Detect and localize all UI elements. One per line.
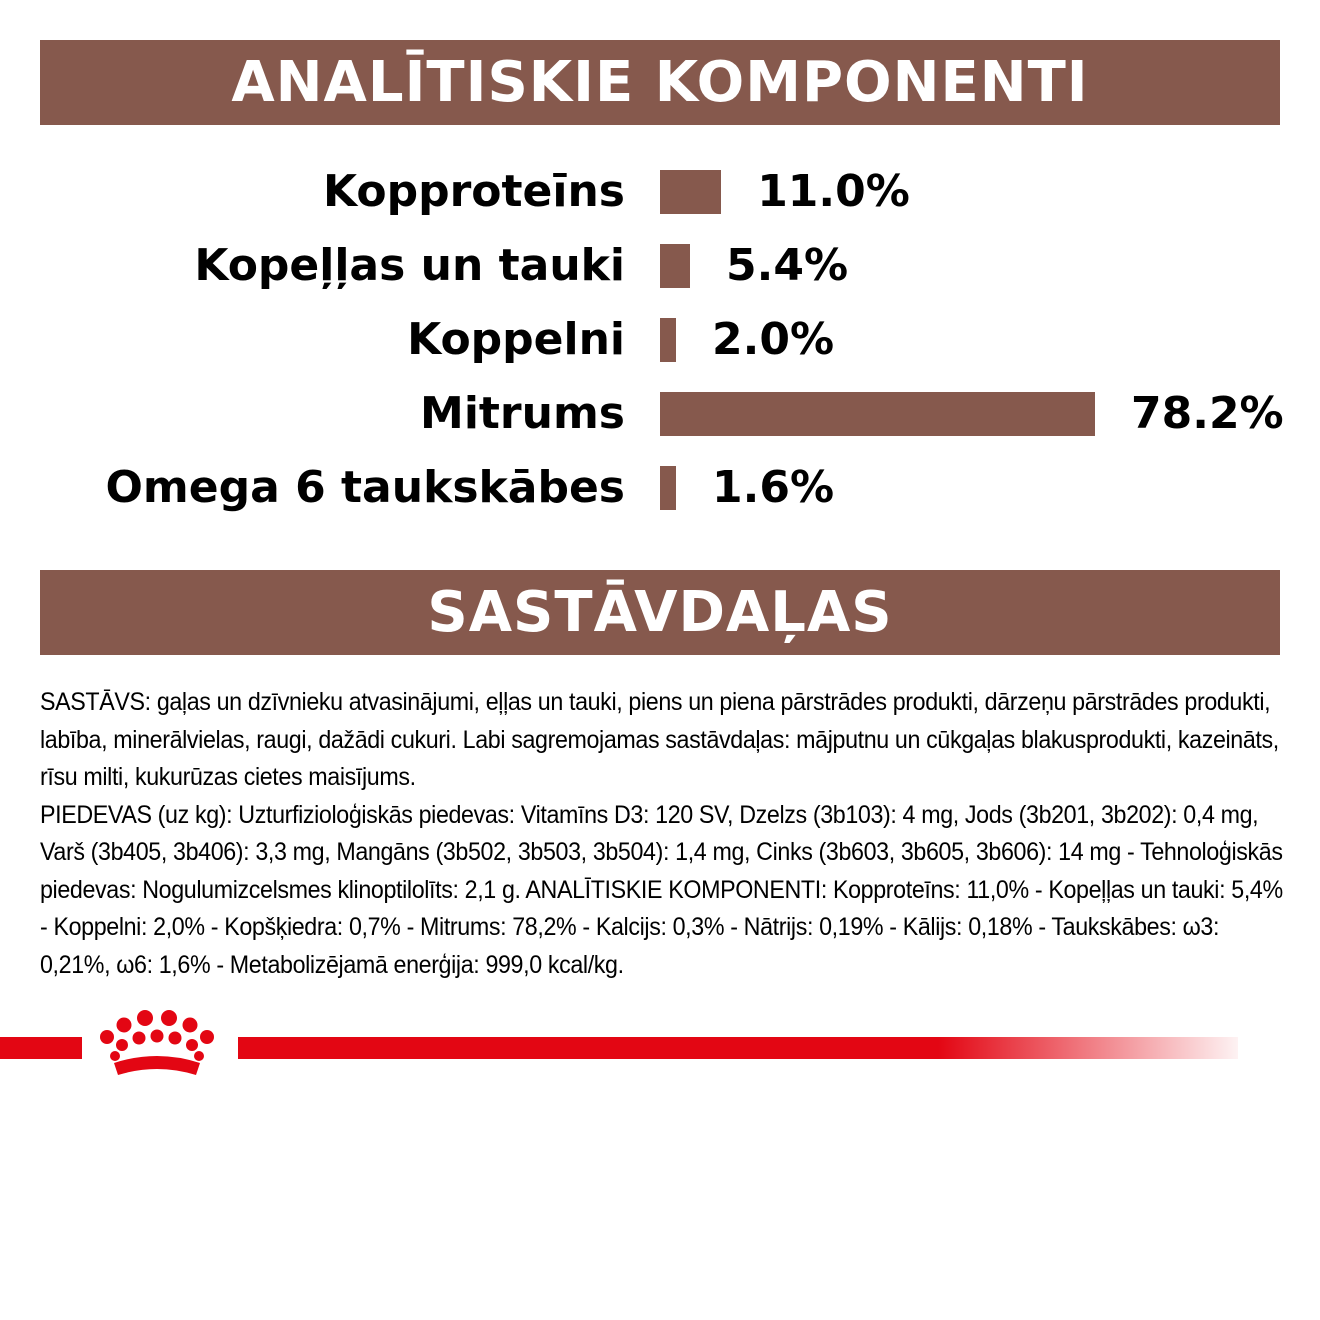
- analytical-components-chart: Kopproteīns 11.0% Kopeļļas un tauki 5.4% Kop…: [0, 150, 1320, 530]
- ingredients-title: SASTĀVDAĻAS: [427, 580, 893, 645]
- ingredients-banner: SASTĀVDAĻAS: [40, 570, 1280, 655]
- bar: [660, 170, 722, 214]
- bar-label: Omega 6 taukskābes: [105, 462, 625, 513]
- brand-footer: [0, 1005, 1320, 1105]
- analytical-components-title: ANALĪTISKIE KOMPONENTI: [231, 50, 1089, 115]
- crown-icon: [100, 1010, 214, 1075]
- bar-label: Kopproteīns: [323, 166, 625, 217]
- bar-value-label: 5.4%: [726, 240, 849, 291]
- bar: [660, 392, 1095, 436]
- analytical-components-banner: ANALĪTISKIE KOMPONENTI: [40, 40, 1280, 125]
- brand-line-right: [238, 1037, 1238, 1059]
- bar: [660, 466, 676, 510]
- bar-label: Mitrums: [420, 388, 625, 439]
- bar-value-label: 2.0%: [712, 314, 835, 365]
- composition-paragraph: SASTĀVS: gaļas un dzīvnieku atvasinājumi…: [40, 688, 1279, 791]
- bar-label: Kopeļļas un tauki: [194, 240, 625, 291]
- bar: [660, 318, 676, 362]
- bar: [660, 244, 691, 288]
- bar-value-label: 11.0%: [757, 166, 910, 217]
- brand-line-left: [0, 1037, 82, 1059]
- bar-label: Koppelni: [407, 314, 625, 365]
- bar-value-label: 1.6%: [712, 462, 835, 513]
- ingredients-text-block: SASTĀVS: gaļas un dzīvnieku atvasinājumi…: [40, 684, 1285, 984]
- additives-paragraph: PIEDEVAS (uz kg): Uzturfizioloģiskās pie…: [40, 800, 1283, 979]
- bar-value-label: 78.2%: [1131, 388, 1284, 439]
